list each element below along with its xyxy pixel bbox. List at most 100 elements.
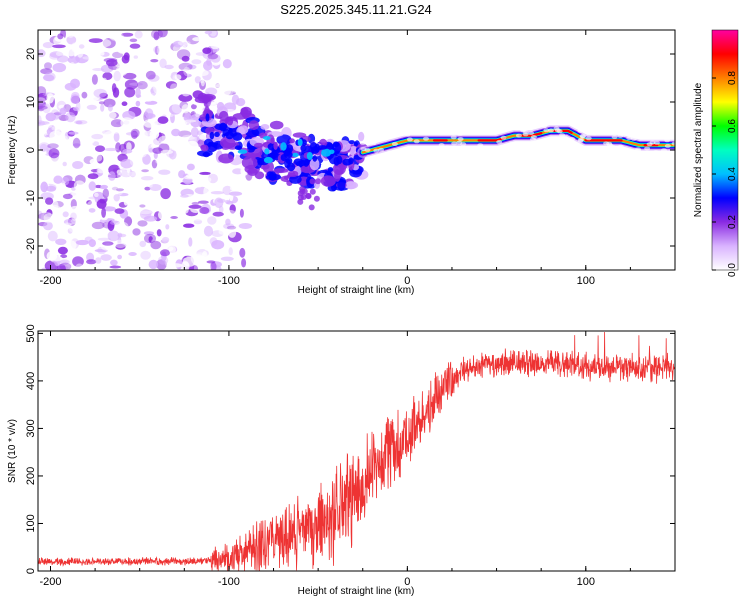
heatmap-cell bbox=[174, 74, 182, 81]
heatmap-cell bbox=[76, 47, 84, 58]
heatmap-cell bbox=[114, 221, 129, 231]
heatmap-cell bbox=[410, 127, 416, 132]
heatmap-cell bbox=[516, 142, 523, 147]
heatmap-cell bbox=[129, 43, 141, 49]
y-tick-label: 0 bbox=[25, 147, 37, 153]
heatmap-cell bbox=[140, 250, 151, 260]
heatmap-cell bbox=[85, 129, 99, 136]
heatmap-cell bbox=[62, 161, 67, 167]
heatmap-cell bbox=[203, 60, 213, 71]
heatmap-cell bbox=[214, 131, 220, 137]
heatmap-cell bbox=[107, 230, 120, 242]
heatmap-cell bbox=[313, 195, 320, 202]
heatmap-cell bbox=[139, 130, 148, 140]
heatmap-cell bbox=[157, 116, 169, 124]
x-tick-label: 100 bbox=[577, 275, 595, 287]
snr-y-label: SNR (10 * v/v) bbox=[7, 419, 18, 483]
heatmap-cell bbox=[97, 237, 111, 241]
heatmap-cell bbox=[134, 261, 141, 267]
heatmap-cell bbox=[165, 197, 175, 208]
x-tick-label: 0 bbox=[404, 576, 410, 588]
heatmap-cell bbox=[240, 107, 249, 114]
heatmap-cell bbox=[113, 132, 120, 142]
heatmap-cell bbox=[117, 171, 122, 177]
heatmap-cell bbox=[102, 122, 111, 129]
heatmap-cell bbox=[533, 142, 540, 147]
heatmap-cell bbox=[439, 146, 446, 151]
heatmap-cell bbox=[235, 98, 246, 107]
heatmap-cell bbox=[591, 131, 598, 136]
heatmap-cell bbox=[127, 171, 139, 177]
heatmap-cell bbox=[74, 120, 88, 125]
heatmap-cell bbox=[72, 143, 81, 147]
heatmap-cell bbox=[247, 168, 258, 176]
heatmap-cell bbox=[110, 119, 124, 128]
heatmap-cell bbox=[60, 72, 65, 77]
heatmap-cell bbox=[53, 112, 62, 116]
heatmap-cell bbox=[43, 169, 49, 176]
heatmap-cell bbox=[564, 120, 571, 125]
heatmap-cell bbox=[287, 170, 299, 177]
heatmap-cell bbox=[500, 135, 507, 140]
heatmap-cell bbox=[220, 136, 236, 149]
heatmap-cell bbox=[52, 195, 60, 200]
heatmap-cell bbox=[52, 62, 67, 73]
heatmap-cell bbox=[38, 170, 42, 181]
heatmap-cell bbox=[38, 121, 50, 125]
y-tick-label: -10 bbox=[25, 190, 37, 206]
heatmap-cell bbox=[88, 208, 96, 213]
heatmap-cell bbox=[93, 88, 107, 98]
heatmap-cell bbox=[191, 201, 200, 206]
heatmap-cell bbox=[210, 262, 217, 270]
heatmap-cell bbox=[226, 116, 234, 126]
colorbar-tick-label: 0.0 bbox=[727, 263, 738, 277]
heatmap-cell bbox=[110, 259, 118, 266]
y-tick-label: 500 bbox=[25, 324, 37, 342]
heatmap-cell bbox=[373, 148, 380, 153]
heatmap-cell bbox=[159, 235, 170, 245]
heatmap-cell bbox=[198, 200, 209, 204]
heatmap-cell bbox=[69, 250, 81, 255]
heatmap-cell bbox=[262, 136, 271, 140]
heatmap-cell bbox=[103, 98, 116, 108]
heatmap-cell bbox=[289, 175, 302, 184]
heatmap-cell bbox=[52, 255, 63, 262]
heatmap-cell bbox=[344, 181, 359, 190]
heatmap-cell bbox=[300, 144, 307, 152]
heatmap-cell bbox=[194, 108, 201, 118]
heatmap-cell bbox=[84, 141, 93, 149]
heatmap-cell bbox=[139, 204, 146, 208]
heatmap-cell bbox=[38, 103, 48, 110]
heatmap-cell bbox=[286, 162, 296, 172]
heatmap-cell bbox=[199, 207, 210, 214]
heatmap-cell bbox=[141, 251, 150, 257]
heatmap-cell bbox=[140, 104, 147, 112]
heatmap-cell bbox=[83, 155, 96, 167]
heatmap-cell bbox=[386, 150, 393, 155]
heatmap-cell bbox=[190, 127, 199, 138]
heatmap-cell bbox=[185, 140, 199, 151]
heatmap-cell bbox=[160, 149, 173, 155]
heatmap-cell bbox=[44, 62, 52, 70]
heatmap-cell bbox=[635, 148, 642, 153]
heatmap-cell bbox=[515, 133, 522, 138]
heatmap-cell bbox=[75, 263, 84, 270]
heatmap-cell bbox=[48, 148, 60, 159]
colorbar-tick-label: 0.6 bbox=[727, 119, 738, 133]
heatmap-cell bbox=[75, 120, 83, 125]
heatmap-cell bbox=[95, 135, 108, 142]
heatmap-cell bbox=[526, 125, 533, 130]
heatmap-cell bbox=[212, 211, 224, 217]
heatmap-cell bbox=[556, 129, 563, 134]
heatmap-cell bbox=[91, 74, 98, 85]
heatmap-cell bbox=[254, 142, 264, 149]
heatmap-cell bbox=[283, 150, 293, 159]
heatmap-cell bbox=[553, 126, 560, 131]
heatmap-cell bbox=[451, 141, 458, 146]
heatmap-cell bbox=[94, 154, 103, 162]
heatmap-cell bbox=[652, 150, 659, 155]
heatmap-cell bbox=[150, 116, 159, 126]
spectrogram-x-label: Height of straight line (km) bbox=[298, 285, 415, 296]
heatmap-cells bbox=[38, 30, 675, 270]
heatmap-cell bbox=[412, 146, 419, 151]
